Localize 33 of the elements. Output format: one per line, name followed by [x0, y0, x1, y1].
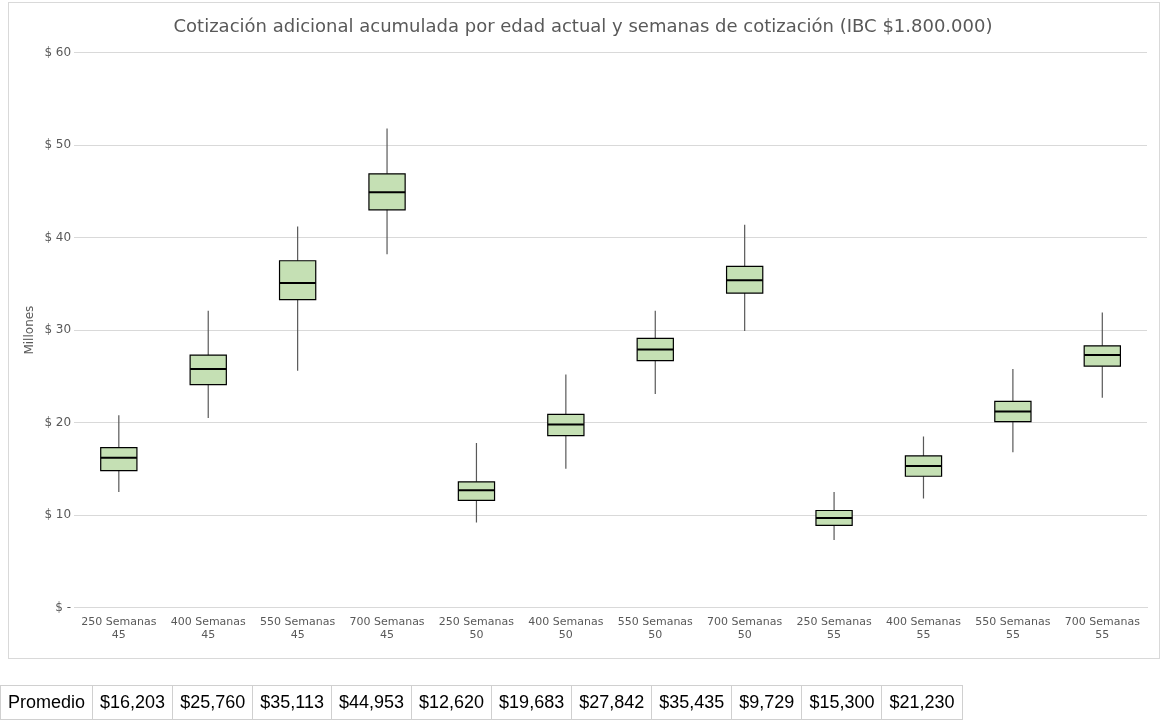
- text: Promedio: [0, 685, 93, 720]
- text: $12,620: [419, 692, 485, 712]
- x-tick-label: 550 Semanas 55: [975, 615, 1051, 642]
- x-tick-label: 250 Semanas 50: [438, 615, 515, 642]
- y-axis-title: Millones: [22, 305, 37, 355]
- y-tick-label: $ 20: [44, 414, 72, 429]
- y-tick-label: $ 30: [44, 322, 72, 337]
- x-tick-label: 400 Semanas 45: [170, 615, 247, 642]
- y-tick-label: $ 50: [44, 137, 72, 152]
- text: $19,683: [499, 692, 565, 712]
- x-tick-label: 700 Semanas 55: [1064, 615, 1141, 642]
- text: $15,300: [809, 692, 875, 712]
- text: $44,953: [338, 692, 405, 712]
- text: $35,435: [659, 692, 725, 712]
- x-tick-label: 700 Semanas 50: [707, 615, 783, 642]
- x-tick-label: 400 Semanas 55: [885, 615, 962, 642]
- x-tick-label: 400 Semanas 50: [528, 615, 604, 642]
- y-tick-label: $ 40: [44, 229, 72, 244]
- x-tick-label: 700 Semanas 45: [349, 615, 425, 642]
- y-tick-label: $ -: [55, 599, 72, 614]
- x-tick-label: 250 Semanas 45: [81, 615, 157, 642]
- x-tick-label: 250 Semanas 55: [796, 615, 872, 642]
- y-tick-label: $ 10: [44, 507, 72, 522]
- chart-title: Cotización adicional acumulada por edad actual y semanas de cotización (IBC $1.800.000): [173, 15, 993, 37]
- text: $9,729: [739, 692, 795, 712]
- x-tick-label: 550 Semanas 50: [617, 615, 694, 642]
- y-tick-label: $ 60: [44, 44, 72, 59]
- text: $25,760: [180, 692, 246, 712]
- x-tick-label: 550 Semanas 45: [260, 615, 336, 642]
- text: $16,203: [100, 692, 166, 712]
- text: $21,230: [889, 692, 955, 712]
- text: $35,113: [260, 692, 324, 712]
- text: $27,842: [579, 692, 645, 712]
